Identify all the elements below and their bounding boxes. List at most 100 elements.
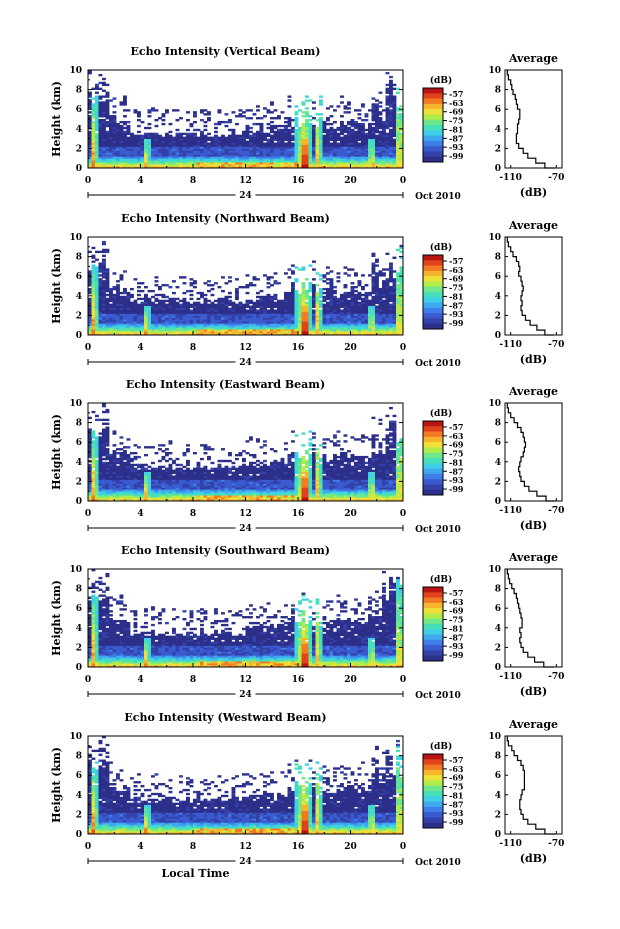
- heatmap-cell: [291, 303, 295, 306]
- heatmap-cell: [130, 333, 134, 336]
- heatmap-cell: [368, 144, 372, 147]
- heatmap-cell: [189, 134, 194, 138]
- heatmap-cell: [266, 293, 271, 297]
- heatmap-cell: [392, 307, 397, 310]
- heatmap-cell: [123, 309, 127, 312]
- heatmap-cell: [228, 303, 232, 306]
- heatmap-cell: [277, 325, 281, 328]
- heatmap-cell: [294, 166, 299, 169]
- heatmap-cell: [354, 295, 358, 299]
- heatmap-cell: [270, 284, 274, 287]
- heatmap-cell: [175, 164, 180, 167]
- heatmap-cell: [357, 128, 362, 132]
- heatmap-cell: [399, 276, 404, 279]
- heatmap-cell: [231, 309, 236, 312]
- heatmap-cell: [277, 160, 281, 163]
- profile-y-tick-label: 6: [495, 105, 501, 115]
- heatmap-cell: [385, 117, 390, 120]
- heatmap-cell: [228, 152, 232, 155]
- heatmap-cell: [235, 333, 239, 336]
- heatmap-cell: [123, 154, 127, 157]
- heatmap-cell: [361, 158, 365, 161]
- heatmap-cell: [228, 319, 232, 322]
- heatmap-cell: [270, 307, 274, 310]
- heatmap-cell: [315, 154, 320, 157]
- heatmap-cell: [231, 329, 236, 332]
- heatmap-cell: [364, 293, 369, 297]
- heatmap-cell: [329, 319, 334, 322]
- heatmap-cell: [109, 487, 113, 490]
- heatmap-cell: [165, 329, 169, 332]
- heatmap-cell: [364, 142, 369, 145]
- heatmap-cell: [242, 162, 246, 165]
- heatmap-cell: [95, 250, 99, 254]
- heatmap-cell: [102, 299, 106, 303]
- heatmap-cell: [336, 329, 341, 332]
- heatmap-cell: [298, 307, 302, 310]
- heatmap-cell: [357, 317, 362, 320]
- heatmap-cell: [392, 130, 397, 134]
- heatmap-cell: [249, 134, 253, 138]
- heatmap-cell: [340, 297, 344, 301]
- heatmap-cell: [119, 311, 124, 314]
- heatmap-cell: [231, 130, 236, 134]
- heatmap-cell: [98, 481, 103, 484]
- heatmap-cell: [116, 321, 120, 324]
- heatmap-cell: [214, 136, 218, 139]
- heatmap-cell: [315, 333, 320, 336]
- heatmap-cell: [266, 278, 271, 281]
- heatmap-cell: [126, 463, 131, 467]
- heatmap-cell: [175, 140, 180, 143]
- heatmap-cell: [95, 122, 99, 126]
- heatmap-cell: [245, 144, 250, 147]
- heatmap-cell: [130, 485, 134, 488]
- heatmap-cell: [284, 164, 288, 167]
- colorbar-cell: [423, 103, 443, 107]
- heatmap-cell: [196, 319, 201, 322]
- heatmap-cell: [270, 103, 274, 106]
- heatmap-cell: [182, 162, 187, 165]
- heatmap-cell: [161, 303, 166, 306]
- heatmap-cell: [147, 323, 152, 326]
- heatmap-cell: [308, 301, 313, 305]
- heatmap-cell: [294, 122, 299, 126]
- heatmap-cell: [375, 152, 379, 155]
- heatmap-cell: [123, 327, 127, 330]
- heatmap-cell: [350, 160, 355, 163]
- heatmap-cell: [389, 103, 393, 106]
- heatmap-cell: [382, 287, 386, 291]
- heatmap-cell: [242, 111, 246, 114]
- heatmap-cell: [158, 150, 162, 153]
- heatmap-cell: [165, 140, 169, 143]
- heatmap-cell: [305, 136, 309, 139]
- heatmap-cell: [112, 124, 117, 128]
- heatmap-cell: [109, 134, 113, 138]
- panel-2: Echo Intensity (Northward Beam)0246810He…: [50, 212, 564, 369]
- heatmap-cell: [357, 134, 362, 138]
- heatmap-cell: [102, 475, 106, 478]
- heatmap-cell: [270, 152, 274, 155]
- heatmap-cell: [144, 319, 148, 322]
- heatmap-cell: [130, 313, 134, 316]
- heatmap-cell: [291, 148, 295, 151]
- heatmap-cell: [158, 287, 162, 291]
- heatmap-cell: [123, 109, 127, 112]
- heatmap-cell: [235, 158, 239, 161]
- heatmap-cell: [333, 134, 337, 138]
- heatmap-cell: [235, 150, 239, 153]
- heatmap-cell: [371, 329, 376, 332]
- heatmap-cell: [375, 120, 379, 124]
- heatmap-cell: [186, 142, 190, 145]
- heatmap-cell: [109, 136, 113, 139]
- heatmap-cell: [350, 124, 355, 128]
- heatmap-cell: [105, 442, 110, 445]
- heatmap-cell: [123, 160, 127, 163]
- heatmap-cell: [112, 493, 117, 496]
- heatmap-cell: [109, 287, 113, 291]
- heatmap-cell: [112, 461, 117, 465]
- colorbar-cell: [423, 101, 443, 105]
- heatmap-cell: [350, 289, 355, 293]
- heatmap-cell: [368, 150, 372, 153]
- heatmap-cell: [301, 124, 306, 128]
- heatmap-cell: [396, 293, 400, 297]
